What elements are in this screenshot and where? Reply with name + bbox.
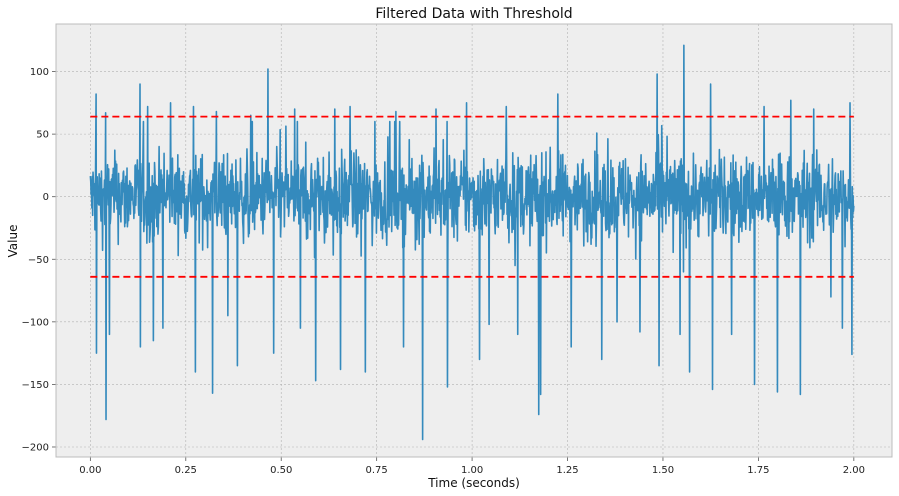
x-tick-label-2: 0.50 xyxy=(270,465,292,476)
y-axis-title: Value xyxy=(6,225,20,258)
x-axis: 0.00 0.25 0.50 0.75 1.00 1.25 1.50 1.75 2.00 xyxy=(79,457,865,476)
x-tick-label-8: 2.00 xyxy=(843,465,865,476)
x-tick-label-3: 0.75 xyxy=(366,465,388,476)
x-tick-label-5: 1.25 xyxy=(556,465,578,476)
x-tick-label-7: 1.75 xyxy=(747,465,769,476)
plot-frame xyxy=(55,23,893,458)
y-tick-label-2: −100 xyxy=(22,317,49,328)
chart-title: Filtered Data with Threshold xyxy=(375,6,572,22)
x-tick-label-4: 1.00 xyxy=(461,465,483,476)
y-tick-label-3: −50 xyxy=(28,255,49,266)
signal-series xyxy=(89,44,855,441)
grid xyxy=(56,24,892,457)
x-tick-label-6: 1.50 xyxy=(652,465,674,476)
x-tick-label-0: 0.00 xyxy=(79,465,101,476)
y-tick-label-0: −200 xyxy=(22,442,49,453)
y-tick-label-6: 100 xyxy=(30,67,49,78)
y-tick-label-4: 0 xyxy=(43,192,49,203)
signal-line xyxy=(89,44,855,441)
x-tick-label-1: 0.25 xyxy=(175,465,197,476)
threshold-lines xyxy=(90,115,854,278)
x-axis-title: Time (seconds) xyxy=(427,476,520,490)
y-tick-label-1: −150 xyxy=(22,380,49,391)
plot-background xyxy=(56,24,892,457)
y-tick-label-5: 50 xyxy=(36,130,49,141)
y-axis: −200 −150 −100 −50 0 50 100 xyxy=(22,67,56,453)
